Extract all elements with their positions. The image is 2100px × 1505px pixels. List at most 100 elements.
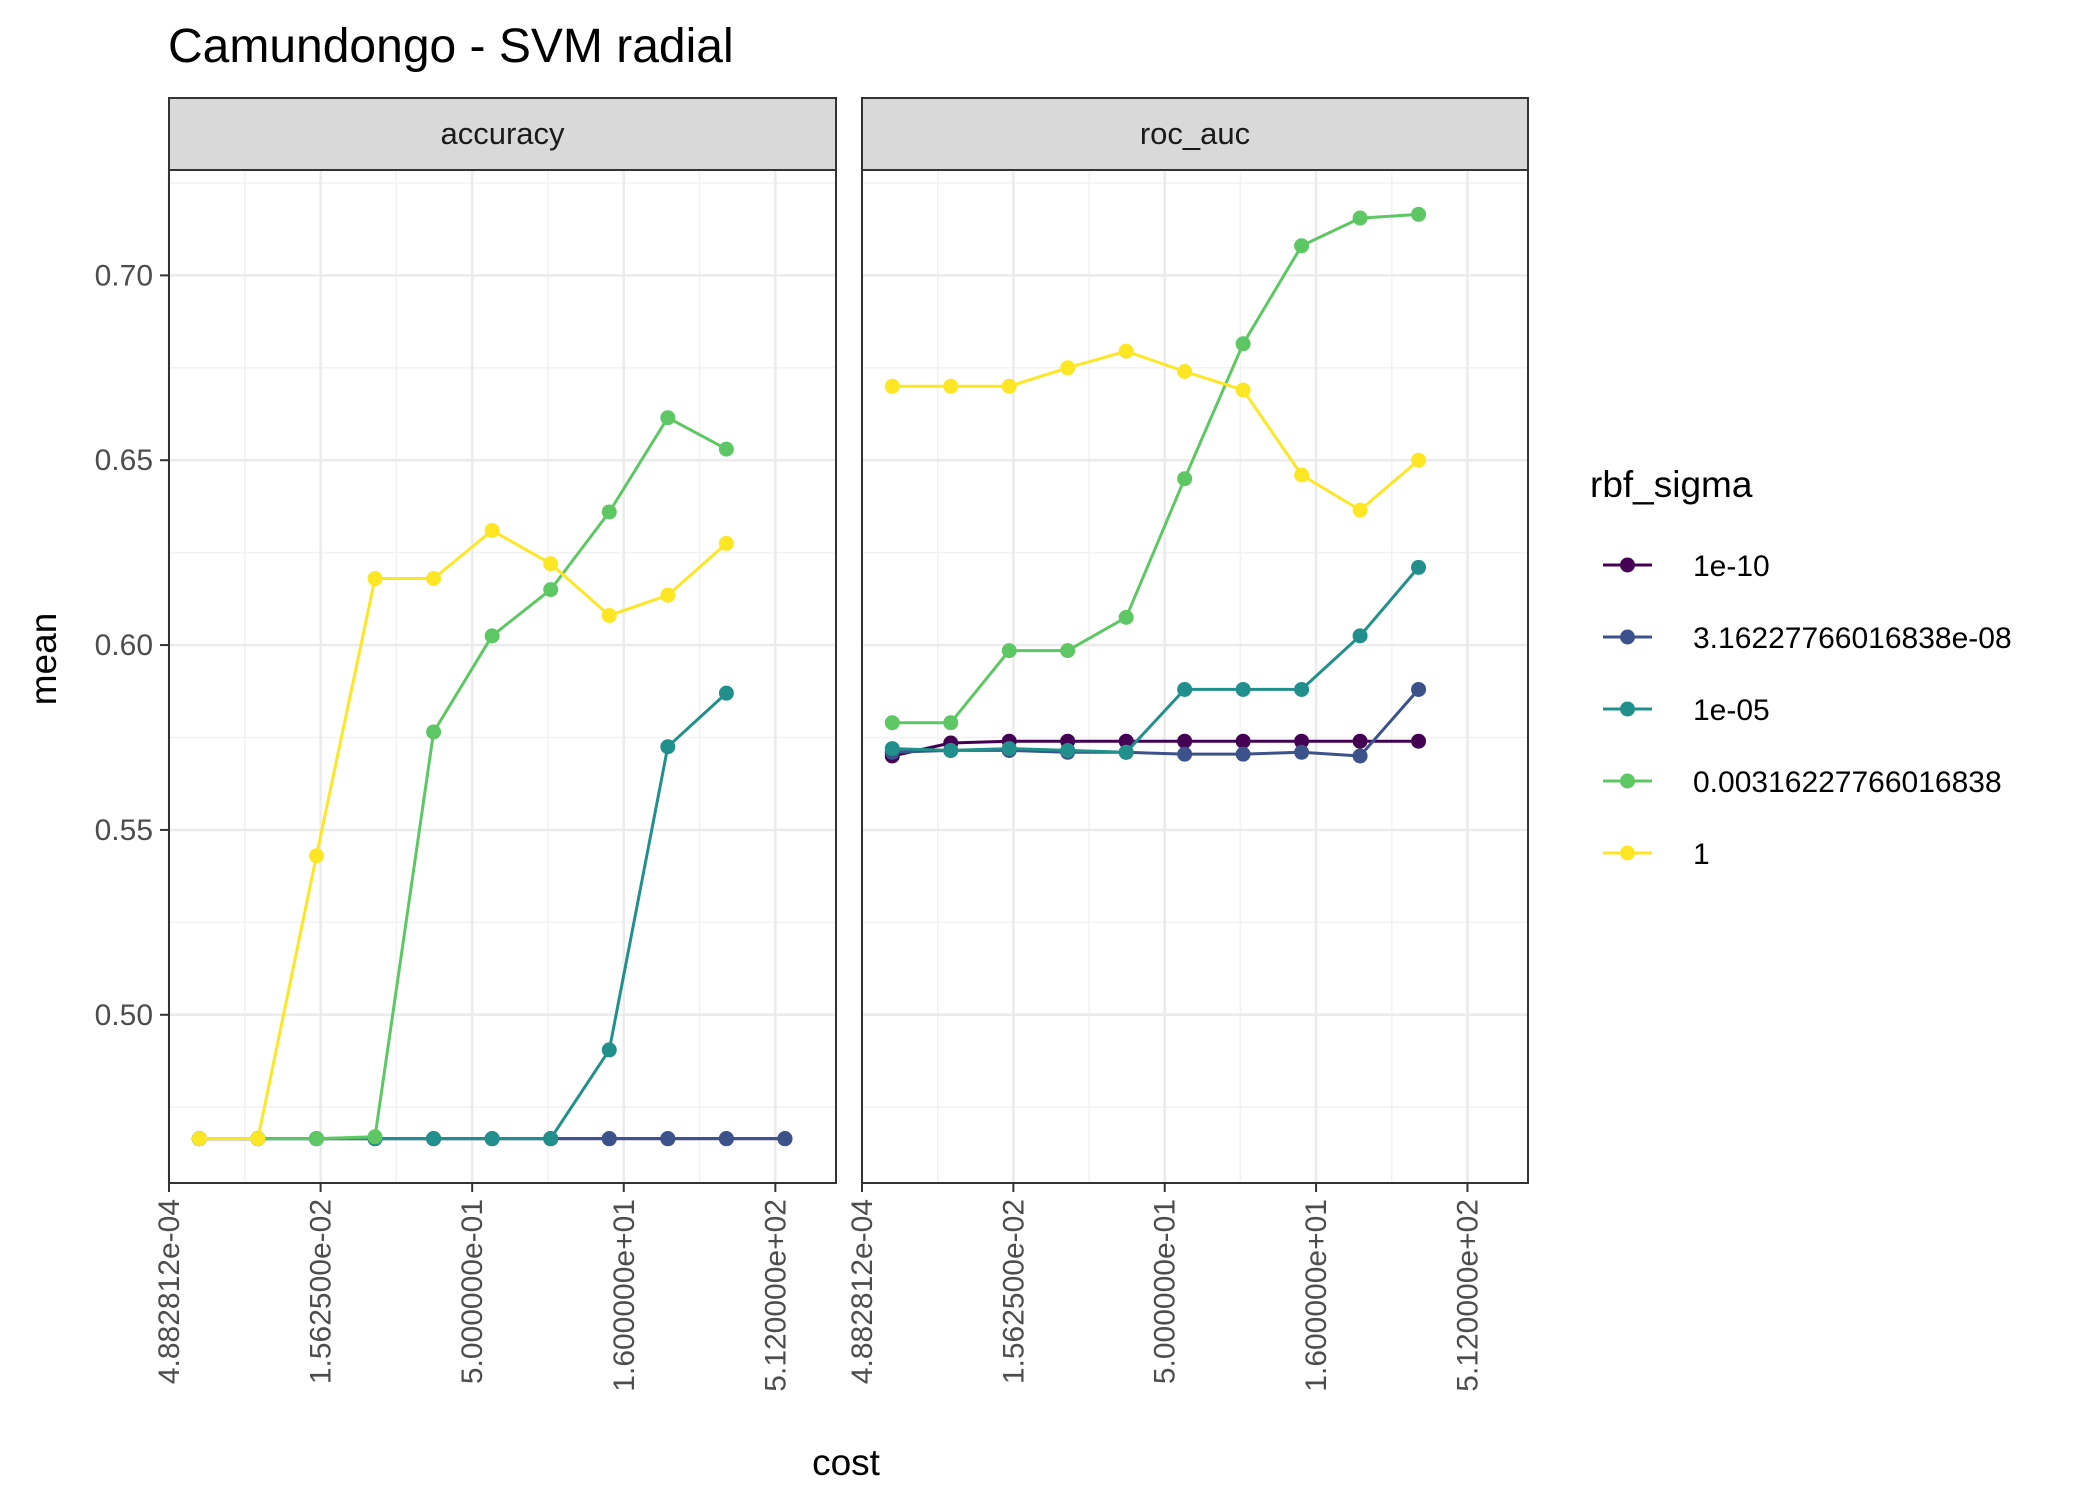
data-point <box>1235 733 1251 749</box>
x-tick-label: 5.120000e+02 <box>759 1199 792 1392</box>
data-point <box>601 1131 617 1147</box>
data-point <box>884 378 900 394</box>
data-point <box>601 504 617 520</box>
panel-accuracy: accuracy 4.882812e-04 1.562500e-02 5.000000… <box>95 97 837 1392</box>
data-point <box>191 1131 207 1147</box>
x-tick-label: 4.882812e-04 <box>846 1199 879 1384</box>
series-line <box>892 349 1420 512</box>
x-tick-label: 1.562500e-02 <box>997 1199 1030 1384</box>
data-point <box>943 378 959 394</box>
data-point <box>1411 452 1427 468</box>
data-point <box>1177 471 1193 487</box>
data-point <box>1060 360 1076 376</box>
series-line <box>199 529 728 1141</box>
data-point <box>1411 559 1427 575</box>
x-tick-label: 1.600000e+01 <box>1300 1199 1333 1392</box>
legend-label: 1 <box>1693 838 1710 871</box>
data-point <box>718 535 734 551</box>
legend: rbf_sigma 1e-10 3.16227766016838e-08 1e-05… <box>1590 464 2012 871</box>
legend-key-point <box>1620 557 1635 573</box>
data-point <box>484 628 500 644</box>
data-point <box>1118 609 1134 625</box>
legend-label: 1e-10 <box>1693 550 1770 583</box>
data-point <box>484 1131 500 1147</box>
data-point <box>1352 748 1368 764</box>
y-tick-label: 0.70 <box>95 259 153 292</box>
data-point <box>1294 744 1310 760</box>
data-point <box>543 1131 559 1147</box>
series-1e-05 <box>884 559 1427 760</box>
data-point <box>308 848 324 864</box>
data-point <box>1118 744 1134 760</box>
data-point <box>718 685 734 701</box>
legend-item: 1e-05 <box>1603 694 1770 727</box>
data-point <box>601 1042 617 1058</box>
legend-title: rbf_sigma <box>1590 464 1753 505</box>
y-axis-title: mean <box>23 613 64 706</box>
data-point <box>1177 363 1193 379</box>
data-point <box>1235 382 1251 398</box>
data-point <box>660 739 676 755</box>
data-point <box>1411 681 1427 697</box>
data-point <box>777 1131 793 1147</box>
x-tick-label: 1.600000e+01 <box>608 1199 641 1392</box>
x-tick-label: 5.120000e+02 <box>1451 1199 1484 1392</box>
data-point <box>1411 206 1427 222</box>
data-point <box>367 571 383 587</box>
data-point <box>943 742 959 758</box>
x-axis-title: cost <box>812 1442 881 1483</box>
strip-label: roc_auc <box>1140 116 1250 151</box>
data-point <box>1118 733 1134 749</box>
panel-background <box>862 170 1528 1183</box>
series-line <box>892 212 1419 725</box>
data-point <box>1235 681 1251 697</box>
chart-title: Camundongo - SVM radial <box>168 20 734 73</box>
data-point <box>1352 210 1368 226</box>
data-point <box>1060 742 1076 758</box>
data-point <box>1294 467 1310 483</box>
data-point <box>426 571 442 587</box>
series-0.00316227766016838 <box>191 410 734 1147</box>
series-line <box>891 739 1419 758</box>
data-point <box>1352 628 1368 644</box>
legend-label: 0.00316227766016838 <box>1693 766 2002 799</box>
legend-key-point <box>1620 845 1635 861</box>
data-point <box>943 715 959 731</box>
legend-item: 1 <box>1603 838 1710 871</box>
legend-key-point <box>1620 773 1635 789</box>
legend-item: 1e-10 <box>1603 550 1770 583</box>
data-point <box>660 587 676 603</box>
legend-item: 3.16227766016838e-08 <box>1603 622 2012 655</box>
data-point <box>660 1131 676 1147</box>
series-1 <box>191 522 734 1147</box>
data-point <box>1294 238 1310 254</box>
data-point <box>1294 733 1310 749</box>
data-point <box>884 741 900 757</box>
data-point <box>884 715 900 731</box>
legend-key-point <box>1620 629 1635 645</box>
legend-label: 1e-05 <box>1693 694 1770 727</box>
data-point <box>1118 343 1134 359</box>
data-point <box>1235 746 1251 762</box>
strip <box>168 97 837 171</box>
data-point <box>1001 643 1017 659</box>
data-point <box>543 582 559 598</box>
data-point <box>308 1131 324 1147</box>
panels: accuracy 4.882812e-04 1.562500e-02 5.000000… <box>95 97 1529 1392</box>
data-point <box>1294 681 1310 697</box>
series-line <box>892 566 1420 754</box>
series-0.00316227766016838 <box>884 206 1427 731</box>
legend-items: 1e-10 3.16227766016838e-08 1e-05 0.00316227… <box>1603 550 2012 871</box>
data-point <box>1060 643 1076 659</box>
data-point <box>1352 502 1368 518</box>
data-point <box>1177 733 1193 749</box>
x-tick-label: 5.000000e-01 <box>1149 1199 1182 1384</box>
y-tick-label: 0.65 <box>95 444 153 477</box>
data-point <box>543 556 559 572</box>
legend-item: 0.00316227766016838 <box>1603 766 2002 799</box>
x-tick-label: 4.882812e-04 <box>153 1199 186 1384</box>
data-point <box>718 1131 734 1147</box>
x-tick-label: 5.000000e-01 <box>456 1199 489 1384</box>
legend-key-point <box>1620 701 1635 717</box>
series-1 <box>884 343 1427 518</box>
